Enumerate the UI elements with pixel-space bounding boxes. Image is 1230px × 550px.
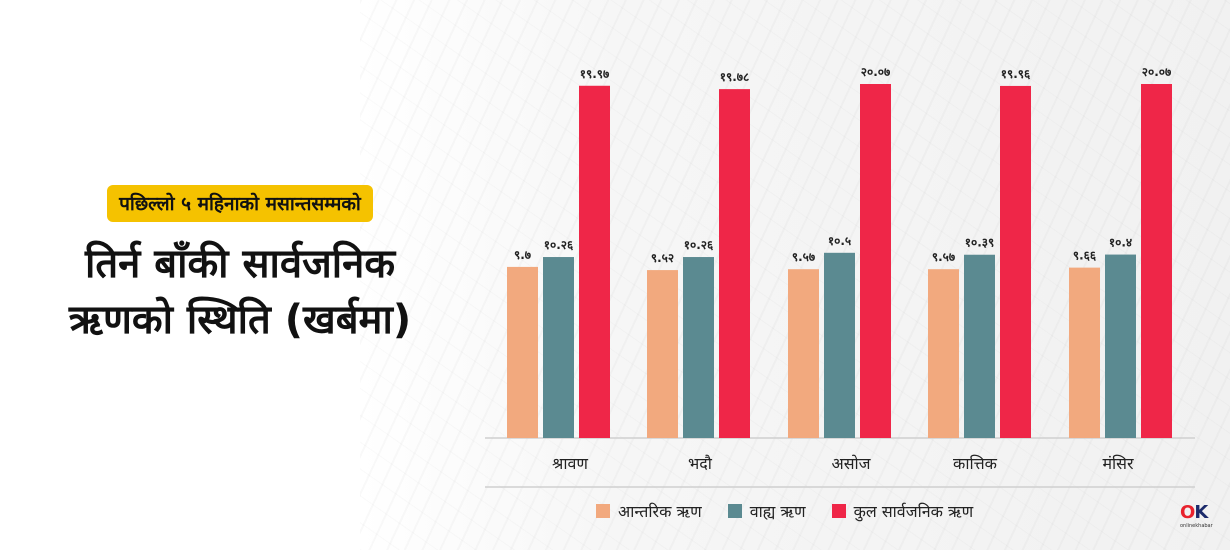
data-label-series-0-cat-1: ९.५२ [651,251,674,265]
legend-swatch-internal [596,504,610,518]
legend-label-external: वाह्य ऋण [749,502,806,521]
bar-series-2-cat-1 [719,89,750,438]
category-label-4: मंसिर [1102,454,1134,473]
bar-series-1-cat-0 [543,257,574,438]
data-label-series-2-cat-4: २०.०७ [1142,65,1172,79]
data-label-series-2-cat-1: १९.७८ [720,70,750,84]
data-label-series-1-cat-0: १०.२६ [544,238,574,252]
data-label-series-0-cat-2: ९.५७ [792,250,816,264]
data-label-series-2-cat-3: १९.९६ [1001,67,1031,81]
logo-mark: OK [1180,502,1208,523]
bar-series-0-cat-1 [647,270,678,438]
bar-series-0-cat-4 [1069,267,1100,438]
legend-swatch-total [831,504,846,518]
data-label-series-2-cat-0: १९.९७ [580,67,610,81]
legend-label-internal: आन्तरिक ऋण [618,502,702,521]
data-label-series-1-cat-4: १०.४ [1109,236,1132,250]
brand-logo: OK onlinekhabar [1180,503,1216,531]
category-label-2: असोज [831,454,871,473]
bar-series-2-cat-2 [860,84,891,438]
bar-series-1-cat-3 [964,254,995,438]
bar-series-0-cat-2 [788,269,819,438]
legend-swatch-external [727,504,742,518]
bar-series-1-cat-4 [1105,254,1136,438]
title-line-1: तिर्न बाँकी सार्वजनिक [84,241,396,287]
legend-label-total: कुल सार्वजनिक ऋण [853,502,974,521]
data-label-series-1-cat-2: १०.५ [828,234,851,248]
subtitle-badge: पछिल्लो ५ महिनाको मसान्तसम्मको [107,185,373,222]
bar-series-0-cat-0 [507,266,538,438]
legend-item-external: वाह्य ऋण [727,500,806,522]
title-block: पछिल्लो ५ महिनाको मसान्तसम्मको तिर्न बाँ… [40,185,440,348]
legend-item-internal: आन्तरिक ऋण [596,500,702,522]
bar-series-2-cat-4 [1141,84,1172,438]
data-label-series-1-cat-1: १०.२६ [684,238,714,252]
category-label-0: श्रावण [552,454,588,473]
logo-wordmark: onlinekhabar [1180,523,1213,529]
category-label-3: कात्तिक [953,454,998,473]
data-label-series-2-cat-2: २०.०७ [861,65,891,79]
data-label-series-0-cat-0: ९.७ [514,248,532,262]
legend: आन्तरिक ऋण वाह्य ऋण कुल सार्वजनिक ऋण [596,500,973,522]
category-label-1: भदौ [688,454,713,473]
data-label-series-1-cat-3: १०.३९ [965,236,995,250]
data-label-series-0-cat-4: ९.६६ [1073,249,1097,263]
legend-item-total: कुल सार्वजनिक ऋण [831,500,974,522]
page-title: तिर्न बाँकी सार्वजनिक ऋणको स्थिति (खर्बम… [69,236,411,348]
bar-series-1-cat-2 [824,252,855,438]
bar-series-1-cat-1 [683,257,714,438]
bar-series-2-cat-3 [1000,85,1031,438]
bar-series-2-cat-0 [579,85,610,438]
data-label-series-0-cat-3: ९.५७ [932,250,956,264]
title-line-2: ऋणको स्थिति (खर्बमा) [68,297,412,343]
bar-series-0-cat-3 [928,269,959,438]
